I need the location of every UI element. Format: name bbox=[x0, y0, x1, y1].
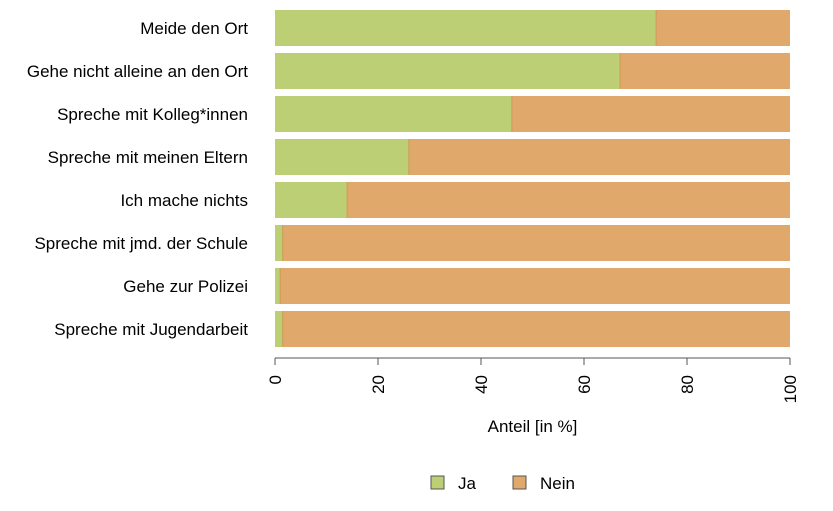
bar-ich-mache-nichts-ja bbox=[275, 182, 348, 218]
x-axis: 0 20 40 60 80 100 bbox=[266, 357, 800, 403]
bar-ich-mache-nichts-nein bbox=[347, 182, 790, 218]
x-tick-label: 60 bbox=[575, 375, 594, 394]
legend-swatch-nein bbox=[512, 475, 527, 490]
bar-spreche-mit-jmd-der-schule-nein bbox=[282, 225, 790, 261]
x-tick-label: 80 bbox=[678, 375, 697, 394]
bar-spreche-mit-jugendarbeit-nein bbox=[282, 311, 790, 347]
bar-spreche-mit-kolleg-innen-ja bbox=[275, 96, 512, 132]
category-labels: Meide den Ort Gehe nicht alleine an den O… bbox=[27, 19, 248, 339]
category-label: Spreche mit jmd. der Schule bbox=[34, 234, 248, 253]
x-tick-label: 20 bbox=[369, 375, 388, 394]
category-label: Ich mache nichts bbox=[120, 191, 248, 210]
category-label: Spreche mit Jugendarbeit bbox=[54, 320, 248, 339]
legend-label-nein: Nein bbox=[540, 474, 575, 493]
category-label: Meide den Ort bbox=[140, 19, 248, 38]
category-label: Spreche mit meinen Eltern bbox=[48, 148, 248, 167]
bar-spreche-mit-kolleg-innen-nein bbox=[511, 96, 790, 132]
category-label: Gehe zur Polizei bbox=[123, 277, 248, 296]
bar-spreche-mit-jmd-der-schule-ja bbox=[275, 225, 283, 261]
legend: Ja Nein bbox=[430, 474, 575, 493]
bar-gehe-zur-polizei-ja bbox=[275, 268, 281, 304]
bar-meide-den-ort-nein bbox=[656, 10, 790, 46]
legend-swatch-ja bbox=[430, 475, 445, 490]
x-tick-label: 40 bbox=[472, 375, 491, 394]
bar-spreche-mit-meinen-eltern-ja bbox=[275, 139, 409, 175]
bar-gehe-nicht-alleine-an-den-ort-ja bbox=[275, 53, 621, 89]
bar-gehe-zur-polizei-nein bbox=[280, 268, 790, 304]
category-label: Spreche mit Kolleg*innen bbox=[57, 105, 248, 124]
bar-gehe-nicht-alleine-an-den-ort-nein bbox=[620, 53, 790, 89]
bar-spreche-mit-jugendarbeit-ja bbox=[275, 311, 283, 347]
x-axis-title: Anteil [in %] bbox=[488, 417, 578, 436]
category-label: Gehe nicht alleine an den Ort bbox=[27, 62, 248, 81]
bar-meide-den-ort-ja bbox=[275, 10, 657, 46]
x-tick-label: 100 bbox=[781, 375, 800, 403]
bars-layer bbox=[275, 10, 790, 347]
x-tick-label: 0 bbox=[266, 375, 285, 384]
legend-label-ja: Ja bbox=[458, 474, 477, 493]
bar-spreche-mit-meinen-eltern-nein bbox=[408, 139, 790, 175]
